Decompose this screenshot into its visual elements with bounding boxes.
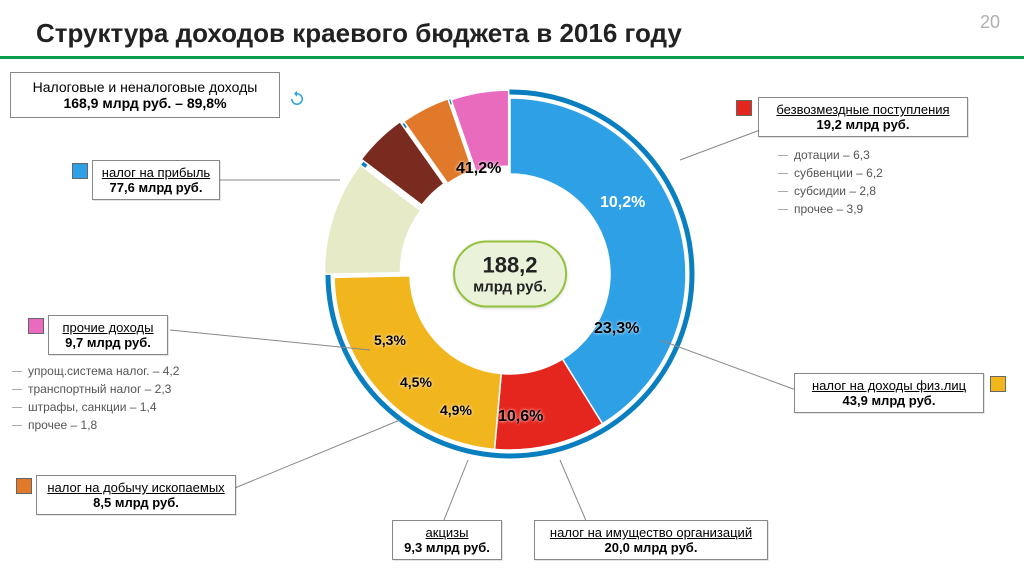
callout-profit-tax: налог на прибыль 77,6 млрд руб.: [92, 160, 220, 200]
sublist-item: транспортный налог – 2,3: [12, 380, 179, 398]
page-title: Структура доходов краевого бюджета в 201…: [36, 18, 682, 49]
callout-sub: 43,9 млрд руб.: [803, 393, 975, 408]
callout-other: прочие доходы 9,7 млрд руб.: [48, 315, 168, 355]
donut-chart: 188,2 млрд руб. 41,2% 10,2% 23,3% 10,6% …: [324, 88, 696, 460]
swatch-gratuitous: [736, 100, 752, 116]
callout-personal-tax: налог на доходы физ.лиц 43,9 млрд руб.: [794, 373, 984, 413]
label-property-tax: 10,6%: [498, 408, 543, 426]
callout-mining-tax: налог на добычу ископаемых 8,5 млрд руб.: [36, 475, 236, 515]
swatch-profit-tax: [72, 163, 88, 179]
callout-property-tax: налог на имущество организаций 20,0 млрд…: [534, 520, 768, 560]
sublist-item: прочее – 3,9: [778, 200, 883, 218]
callout-excise: акцизы 9,3 млрд руб.: [392, 520, 502, 560]
sublist-item: прочее – 1,8: [12, 416, 179, 434]
header-callout: Налоговые и неналоговые доходы 168,9 млр…: [10, 72, 280, 118]
label-other: 5,3%: [374, 332, 406, 348]
refresh-icon: [288, 90, 306, 108]
center-value: 188,2: [473, 253, 547, 279]
callout-sub: 20,0 млрд руб.: [543, 540, 759, 555]
swatch-personal-tax: [990, 376, 1006, 392]
callout-sub: 19,2 млрд руб.: [767, 117, 959, 132]
swatch-mining-tax: [16, 478, 32, 494]
callout-title: налог на доходы физ.лиц: [803, 378, 975, 393]
swatch-other: [28, 318, 44, 334]
sublist-item: субсидии – 2,8: [778, 182, 883, 200]
sublist-item: субвенции – 6,2: [778, 164, 883, 182]
center-unit: млрд руб.: [473, 279, 547, 296]
label-mining-tax: 4,5%: [400, 374, 432, 390]
callout-gratuitous: безвозмездные поступления 19,2 млрд руб.: [758, 97, 968, 137]
sublist-item: упрощ.система налог. – 4,2: [12, 362, 179, 380]
header-line2: 168,9 млрд руб. – 89,8%: [21, 95, 269, 111]
title-underline: [0, 56, 1024, 59]
label-gratuitous: 10,2%: [600, 194, 645, 212]
callout-title: налог на имущество организаций: [543, 525, 759, 540]
callout-sub: 77,6 млрд руб.: [101, 180, 211, 195]
page-number: 20: [980, 12, 1000, 33]
label-personal-tax: 23,3%: [594, 320, 639, 338]
callout-title: прочие доходы: [57, 320, 159, 335]
sublist-gratuitous: дотации – 6,3субвенции – 6,2субсидии – 2…: [778, 146, 883, 218]
callout-title: безвозмездные поступления: [767, 102, 959, 117]
sublist-item: штрафы, санкции – 1,4: [12, 398, 179, 416]
label-excise: 4,9%: [440, 402, 472, 418]
label-profit-tax: 41,2%: [456, 160, 501, 178]
header-line1: Налоговые и неналоговые доходы: [21, 79, 269, 95]
callout-sub: 9,3 млрд руб.: [401, 540, 493, 555]
center-total: 188,2 млрд руб.: [453, 241, 567, 308]
callout-sub: 8,5 млрд руб.: [45, 495, 227, 510]
sublist-item: дотации – 6,3: [778, 146, 883, 164]
callout-title: акцизы: [401, 525, 493, 540]
callout-sub: 9,7 млрд руб.: [57, 335, 159, 350]
sublist-other: упрощ.система налог. – 4,2транспортный н…: [12, 362, 179, 434]
callout-title: налог на добычу ископаемых: [45, 480, 227, 495]
callout-title: налог на прибыль: [101, 165, 211, 180]
